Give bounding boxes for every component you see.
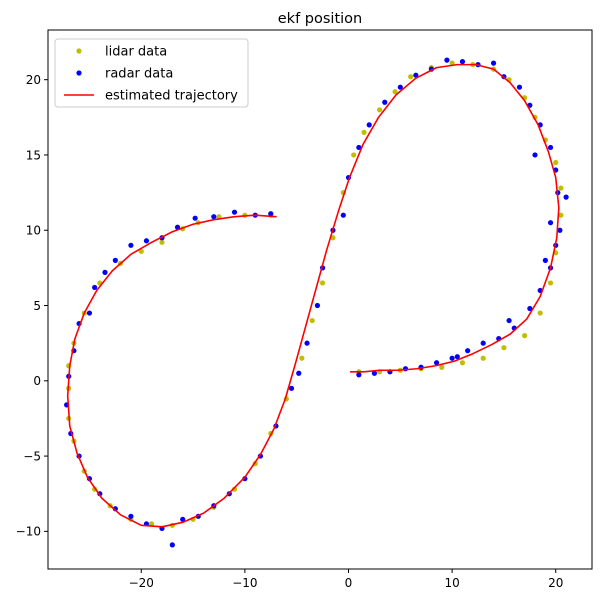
lidar-data-point (522, 333, 528, 339)
radar-data-legend-marker (76, 70, 82, 76)
radar-data-point (86, 310, 93, 316)
lidar-data-point (299, 355, 305, 361)
y-tick-label: 20 (26, 73, 41, 87)
radar-data-point (547, 220, 554, 226)
y-axis: −10 −5 0 5 10 15 20 (16, 73, 48, 539)
legend: lidar data radar data estimated trajectory (54, 38, 249, 108)
lidar-data-point (439, 364, 445, 370)
lidar-data-point (309, 317, 315, 324)
lidar-data-legend-label: lidar data (105, 45, 167, 60)
radar-data-point (304, 340, 310, 346)
radar-data-legend-label: radar data (105, 67, 173, 82)
radar-data-point (231, 209, 238, 215)
lidar-data-point (319, 280, 326, 286)
x-axis: −20 −10 0 10 20 (129, 569, 563, 590)
data-layer (64, 57, 569, 548)
y-tick-label: −10 (16, 525, 41, 539)
radar-data-point (174, 224, 181, 230)
radar-data-point (366, 122, 372, 128)
x-tick-label: 20 (548, 576, 563, 590)
radar-data-point (340, 212, 346, 218)
lidar-data-point (537, 310, 543, 316)
y-tick-label: 15 (26, 148, 41, 162)
lidar-data-point (558, 185, 564, 191)
radar-data-point (557, 227, 563, 233)
radar-data-point (397, 84, 403, 90)
y-tick-label: 5 (33, 299, 41, 313)
radar-data-point (356, 372, 362, 378)
radar-data-point (449, 355, 455, 361)
radar-data-point (465, 348, 471, 354)
estimated-trajectory-line (66, 63, 560, 528)
lidar-data-point (330, 235, 336, 241)
radar-data-point (314, 302, 321, 309)
radar-data-point (211, 214, 217, 220)
lidar-data-point (553, 159, 559, 166)
radar-data-point (356, 144, 362, 151)
radar-data-point (371, 370, 377, 376)
radar-data-point (459, 59, 466, 65)
radar-data-point (128, 513, 134, 519)
radar-data-point (547, 144, 554, 151)
lidar-data-point (376, 107, 383, 113)
radar-data-point (268, 211, 274, 217)
x-tick-label: 10 (444, 576, 459, 590)
radar-data-point (143, 238, 150, 244)
radar-data-point (180, 516, 186, 522)
radar-data-point (169, 542, 175, 548)
radar-data-point (516, 84, 523, 90)
radar-data-point (542, 257, 548, 263)
radar-data-point (192, 215, 198, 221)
lidar-data-point (138, 248, 144, 254)
radar-data-point (444, 57, 450, 63)
lidar-data-point (547, 280, 554, 286)
x-tick-label: 0 (345, 576, 353, 590)
estimated-trajectory-legend-label: estimated trajectory (105, 89, 238, 104)
plot-frame (47, 29, 593, 570)
radar-data-point (480, 340, 486, 346)
radar-data-point (563, 194, 569, 200)
lidar-data-point (159, 239, 165, 245)
lidar-data-point (501, 345, 507, 351)
lidar-data-point (558, 212, 564, 218)
lidar-data-point (459, 360, 466, 366)
y-tick-label: 10 (26, 224, 41, 238)
lidar-data-point (408, 74, 414, 80)
x-tick-label: −20 (129, 576, 154, 590)
lidar-data-point (392, 89, 398, 95)
radar-data-point (288, 385, 295, 391)
radar-data-point (413, 72, 419, 78)
lidar-data-point (480, 355, 486, 361)
y-tick-label: −5 (23, 449, 41, 463)
radar-data-point (454, 354, 460, 360)
x-tick-label: −10 (232, 576, 257, 590)
chart-title: ekf position (278, 11, 362, 27)
radar-data-point (532, 152, 538, 158)
radar-data-point (490, 60, 497, 66)
radar-data-point (433, 360, 440, 366)
radar-data-point (382, 99, 388, 105)
y-tick-label: 0 (33, 374, 41, 388)
radar-data-point (506, 317, 512, 324)
radar-data-point (296, 370, 302, 376)
radar-data-point (112, 257, 118, 263)
lidar-data-point (361, 129, 367, 135)
radar-data-point (102, 269, 108, 275)
radar-data-point (128, 242, 134, 248)
radar-data-point (92, 284, 98, 291)
radar-data-point (527, 305, 533, 312)
lidar-data-point (351, 152, 357, 158)
legend-box (54, 38, 249, 108)
lidar-data-point (149, 521, 155, 527)
lidar-data-legend-marker (76, 48, 82, 54)
